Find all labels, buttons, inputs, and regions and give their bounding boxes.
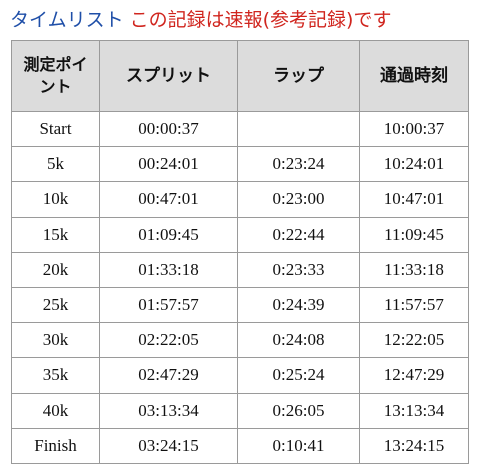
cell-passing-time: 12:22:05: [359, 322, 469, 359]
header-point: 測定ポイント: [11, 40, 100, 112]
cell-split: 00:00:37: [99, 110, 238, 148]
cell-passing-time: 13:13:34: [359, 392, 469, 429]
cell-split: 03:13:34: [99, 392, 238, 429]
cell-point: Start: [11, 110, 100, 148]
header-lap: ラップ: [237, 40, 360, 112]
cell-passing-time: 11:33:18: [359, 251, 469, 288]
cell-point: 20k: [11, 251, 100, 288]
cell-passing-time: 10:00:37: [359, 110, 469, 148]
time-list-title: タイムリスト: [10, 9, 124, 31]
cell-lap: [237, 110, 360, 148]
header-passing-time: 通過時刻: [359, 40, 469, 112]
cell-lap: 0:10:41: [237, 427, 360, 464]
header-split: スプリット: [99, 40, 238, 112]
cell-lap: 0:25:24: [237, 357, 360, 394]
cell-split: 01:33:18: [99, 251, 238, 288]
cell-lap: 0:24:08: [237, 322, 360, 359]
cell-passing-time: 12:47:29: [359, 357, 469, 394]
cell-split: 00:47:01: [99, 181, 238, 218]
cell-passing-time: 11:57:57: [359, 286, 469, 324]
cell-point: 15k: [11, 216, 100, 253]
cell-lap: 0:22:44: [237, 216, 360, 253]
table-row: Finish 03:24:15 0:10:41 13:24:15: [11, 427, 469, 464]
cell-passing-time: 10:47:01: [359, 181, 469, 218]
split-time-table: 測定ポイント スプリット ラップ 通過時刻 Start 00:00:37 10:…: [11, 40, 469, 464]
table-header-row: 測定ポイント スプリット ラップ 通過時刻: [11, 40, 469, 112]
cell-passing-time: 11:09:45: [359, 216, 469, 253]
page-title: タイムリスト この記録は速報(参考記録)です: [10, 6, 391, 34]
cell-point: 5k: [11, 146, 100, 183]
cell-split: 02:22:05: [99, 322, 238, 359]
cell-split: 01:57:57: [99, 286, 238, 324]
cell-point: Finish: [11, 427, 100, 464]
cell-point: 40k: [11, 392, 100, 429]
cell-split: 00:24:01: [99, 146, 238, 183]
cell-passing-time: 13:24:15: [359, 427, 469, 464]
cell-split: 02:47:29: [99, 357, 238, 394]
cell-point: 30k: [11, 322, 100, 359]
cell-passing-time: 10:24:01: [359, 146, 469, 183]
cell-point: 10k: [11, 181, 100, 218]
table-row: 10k 00:47:01 0:23:00 10:47:01: [11, 181, 469, 218]
cell-point: 35k: [11, 357, 100, 394]
cell-point: 25k: [11, 286, 100, 324]
cell-lap: 0:23:24: [237, 146, 360, 183]
cell-split: 03:24:15: [99, 427, 238, 464]
table-row: 25k 01:57:57 0:24:39 11:57:57: [11, 286, 469, 324]
preliminary-record-note: この記録は速報(参考記録)です: [129, 9, 392, 31]
table-row: 20k 01:33:18 0:23:33 11:33:18: [11, 251, 469, 288]
cell-lap: 0:26:05: [237, 392, 360, 429]
cell-lap: 0:23:00: [237, 181, 360, 218]
table-row: 35k 02:47:29 0:25:24 12:47:29: [11, 357, 469, 394]
table-row: 5k 00:24:01 0:23:24 10:24:01: [11, 146, 469, 183]
table-row: 40k 03:13:34 0:26:05 13:13:34: [11, 392, 469, 429]
table-row: Start 00:00:37 10:00:37: [11, 110, 469, 148]
cell-split: 01:09:45: [99, 216, 238, 253]
cell-lap: 0:24:39: [237, 286, 360, 324]
table-row: 15k 01:09:45 0:22:44 11:09:45: [11, 216, 469, 253]
table-row: 30k 02:22:05 0:24:08 12:22:05: [11, 322, 469, 359]
cell-lap: 0:23:33: [237, 251, 360, 288]
